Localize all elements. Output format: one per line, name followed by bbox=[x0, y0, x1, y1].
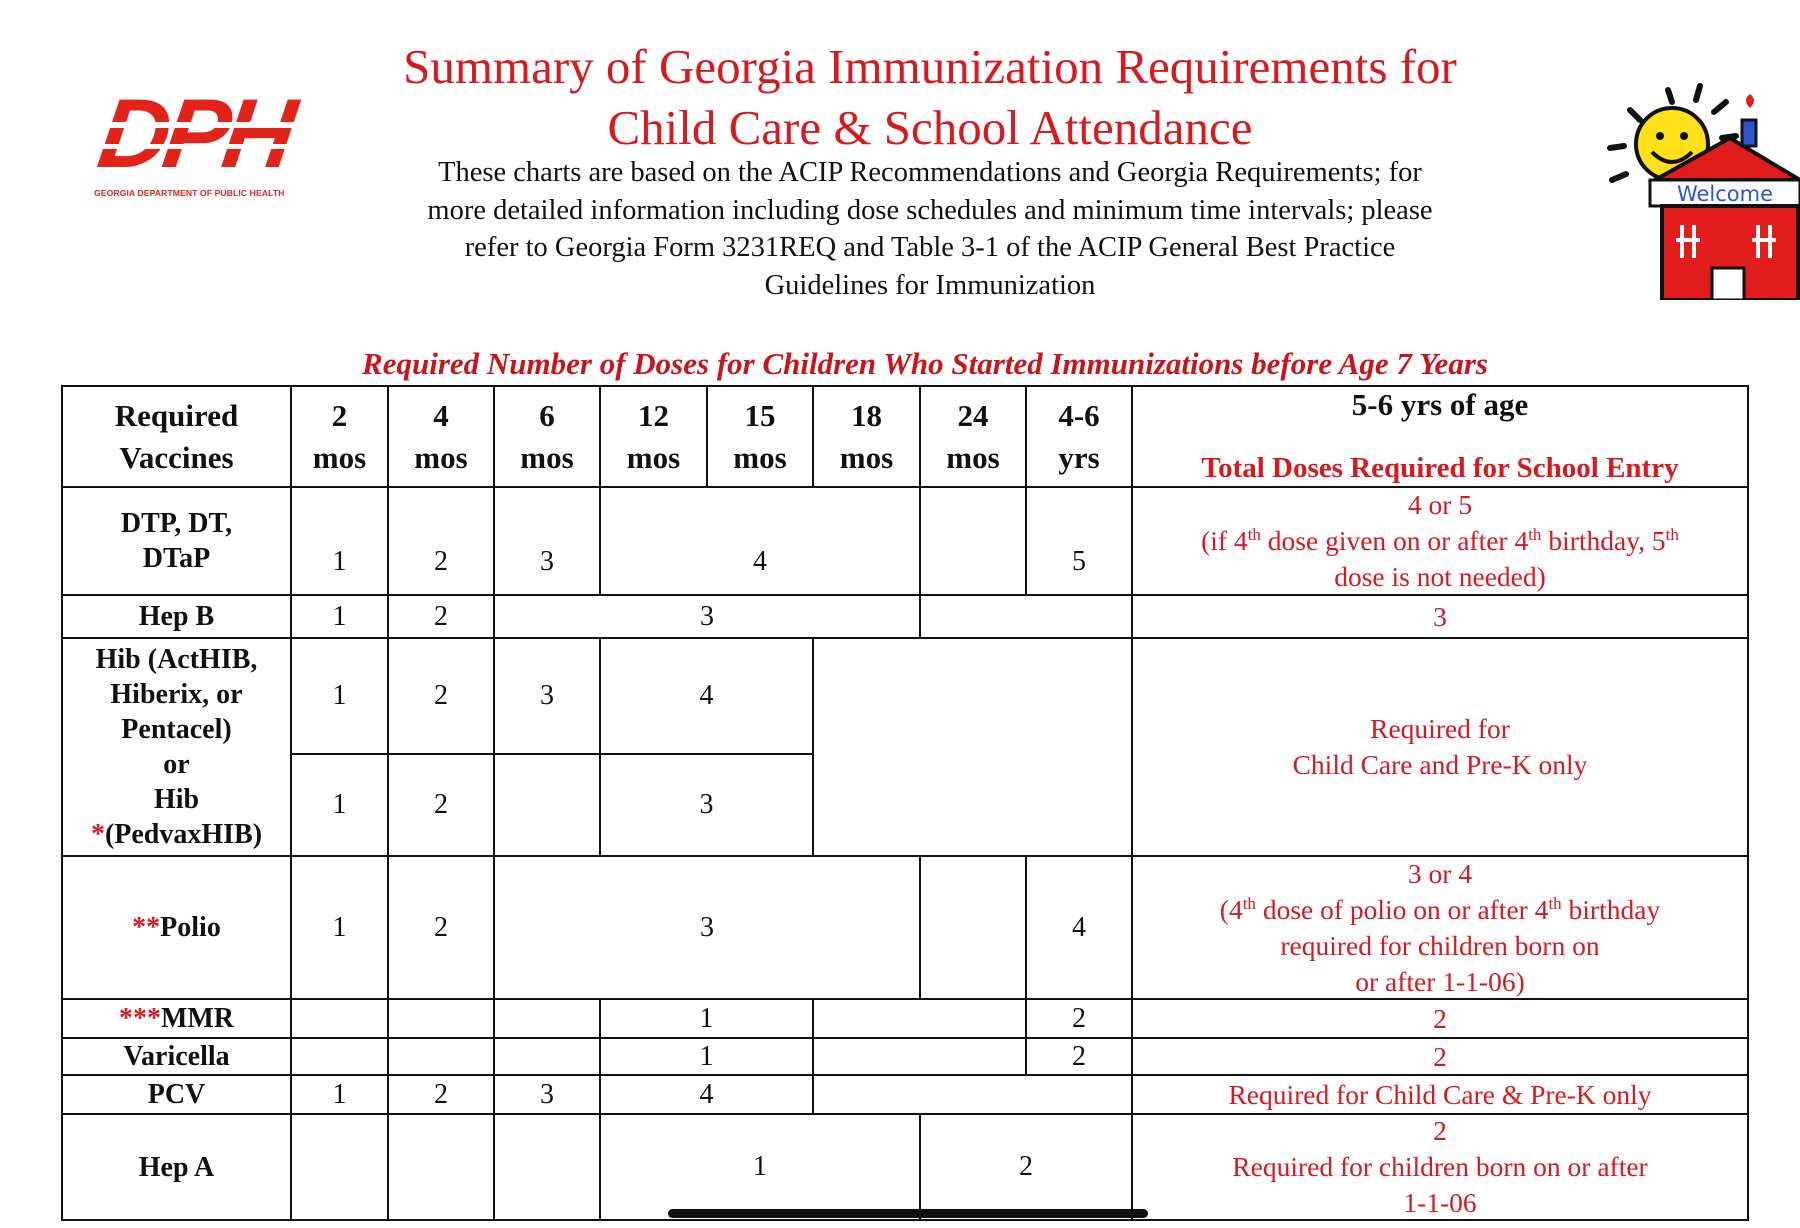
dose-cell: 4 bbox=[753, 546, 767, 577]
dose-cell: 3 bbox=[700, 911, 714, 943]
logo-org-name: GEORGIA DEPARTMENT OF PUBLIC HEALTH bbox=[94, 188, 285, 198]
total-doses-polio: 3 or 4 (4th dose of polio on or after 4t… bbox=[1219, 857, 1661, 997]
vaccine-name-varicella: Varicella bbox=[123, 1041, 230, 1072]
vaccine-name-polio: ** Polio bbox=[132, 912, 221, 943]
dose-cell: 3 bbox=[699, 789, 714, 820]
dose-cell: 1 bbox=[332, 680, 347, 711]
dose-cell: 1 bbox=[699, 1040, 714, 1072]
dose-cell: 5 bbox=[1072, 546, 1086, 577]
dose-cell: 1 bbox=[753, 1151, 767, 1182]
total-doses-mmr: 2 bbox=[1433, 1002, 1447, 1034]
column-header-vaccines: Required Vaccines bbox=[114, 397, 239, 475]
total-doses-hepb: 3 bbox=[1433, 600, 1447, 632]
total-doses-varicella: 2 bbox=[1433, 1040, 1447, 1072]
dose-cell: 1 bbox=[332, 546, 347, 577]
column-header-4-6yrs: 4-6 yrs bbox=[1058, 397, 1100, 475]
column-header-2mos: 2 mos bbox=[312, 397, 367, 475]
column-header-4mos: 4 mos bbox=[414, 397, 468, 475]
dose-cell: 1 bbox=[332, 600, 347, 632]
column-header-24mos: 24 mos bbox=[946, 397, 1000, 475]
vaccine-name-hepb: Hep B bbox=[138, 601, 215, 632]
total-doses-pcv: Required for Child Care & Pre-K only bbox=[1228, 1078, 1652, 1110]
total-doses-hepa: 2 Required for children born on or after… bbox=[1232, 1115, 1648, 1218]
column-header-total-doses: 5-6 yrs of age Total Doses Required for … bbox=[1201, 387, 1679, 484]
vaccine-name-hib: Hib (ActHIB, Hiberix, or Pentacel) or Hi… bbox=[90, 644, 263, 850]
svg-text:Welcome: Welcome bbox=[1677, 182, 1773, 206]
dose-cell: 1 bbox=[332, 1078, 347, 1110]
dose-cell: 2 bbox=[1072, 1040, 1086, 1072]
dose-cell: 2 bbox=[434, 911, 448, 943]
dose-cell: 2 bbox=[1072, 1002, 1086, 1034]
column-header-15mos: 15 mos bbox=[733, 397, 787, 475]
dose-cell: 2 bbox=[434, 789, 448, 820]
total-doses-dtp: 4 or 5 (if 4th dose given on or after 4t… bbox=[1201, 489, 1679, 592]
total-doses-hib: Required for Child Care and Pre-K only bbox=[1292, 713, 1588, 780]
vaccine-name-mmr: *** MMR bbox=[118, 1003, 235, 1034]
dose-cell: 2 bbox=[434, 600, 448, 632]
dose-cell: 2 bbox=[1019, 1151, 1033, 1182]
dose-cell: 1 bbox=[332, 789, 347, 820]
home-indicator-bar[interactable] bbox=[668, 1209, 1148, 1218]
vaccine-name-hepa: Hep A bbox=[138, 1151, 215, 1183]
dose-cell: 3 bbox=[700, 600, 714, 632]
dose-cell: 4 bbox=[699, 1078, 714, 1110]
dose-cell: 4 bbox=[1072, 911, 1086, 943]
page-subtitle: These charts are based on the ACIP Recom… bbox=[427, 157, 1433, 301]
vaccine-name-dtp: DTP, DT, DTaP bbox=[120, 508, 233, 574]
schoolhouse-sun-illustration: Welcome bbox=[1607, 83, 1800, 300]
dose-cell: 2 bbox=[434, 546, 448, 577]
dose-cell: 3 bbox=[540, 680, 554, 711]
dose-cell: 2 bbox=[434, 680, 448, 711]
dose-cell: 2 bbox=[434, 1078, 448, 1110]
dose-cell: 1 bbox=[699, 1002, 714, 1034]
dph-logo: DPH GEORGIA DEPARTMENT OF PUBLIC HEALTH bbox=[92, 78, 306, 198]
column-header-12mos: 12 mos bbox=[626, 397, 681, 475]
dose-cell: 3 bbox=[540, 1078, 554, 1110]
dose-cell: 3 bbox=[540, 546, 554, 577]
dose-cell: 4 bbox=[699, 680, 714, 711]
page-title: Summary of Georgia Immunization Requirem… bbox=[403, 39, 1457, 155]
dose-cell: 1 bbox=[332, 911, 347, 943]
table-heading: Required Number of Doses for Children Wh… bbox=[362, 346, 1488, 381]
vaccine-name-pcv: PCV bbox=[147, 1079, 206, 1110]
column-header-18mos: 18 mos bbox=[839, 397, 894, 475]
column-header-6mos: 6 mos bbox=[520, 397, 574, 475]
